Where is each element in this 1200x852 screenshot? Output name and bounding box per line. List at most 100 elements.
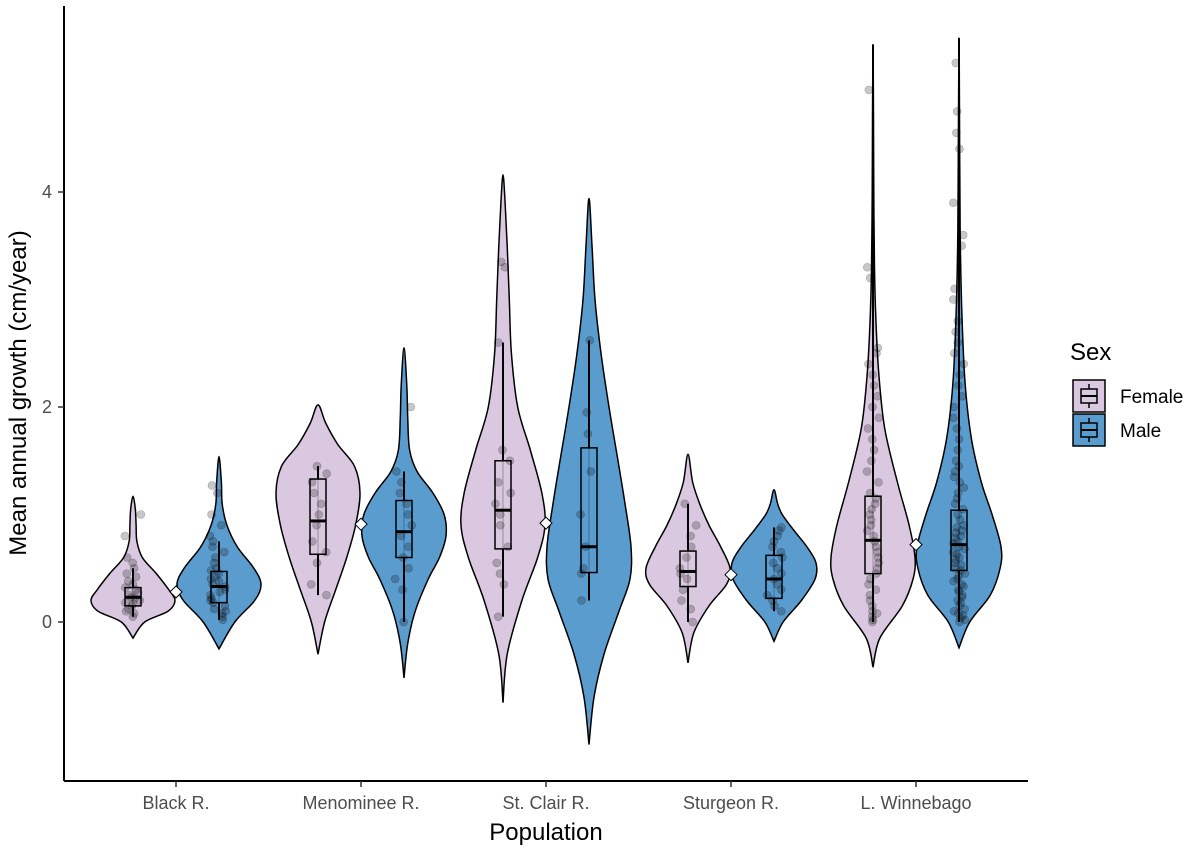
data-point bbox=[675, 563, 685, 573]
data-point bbox=[954, 461, 964, 471]
data-point bbox=[960, 544, 969, 554]
data-point bbox=[776, 585, 786, 595]
data-point bbox=[206, 566, 216, 575]
data-point bbox=[957, 580, 966, 589]
data-point bbox=[874, 413, 884, 423]
x-tick-label: Menominee R. bbox=[302, 793, 419, 813]
data-point bbox=[873, 547, 882, 557]
data-point bbox=[955, 617, 964, 627]
data-point bbox=[865, 596, 875, 605]
data-point bbox=[496, 520, 505, 530]
data-point bbox=[121, 598, 130, 607]
data-point bbox=[949, 413, 958, 423]
data-point bbox=[402, 499, 411, 509]
data-point bbox=[867, 612, 877, 621]
data-point bbox=[769, 574, 779, 584]
data-point bbox=[864, 85, 874, 95]
data-point bbox=[206, 596, 215, 605]
data-point bbox=[128, 599, 138, 609]
data-point bbox=[220, 582, 230, 591]
data-point bbox=[129, 563, 139, 573]
data-point bbox=[136, 510, 146, 519]
data-point bbox=[579, 563, 588, 573]
data-point bbox=[956, 598, 966, 607]
data-point bbox=[121, 606, 131, 616]
data-point bbox=[495, 569, 505, 578]
data-point bbox=[959, 359, 969, 369]
data-point bbox=[131, 585, 141, 595]
data-point bbox=[122, 569, 132, 578]
data-point bbox=[778, 553, 787, 562]
legend-label-male: Male bbox=[1120, 421, 1161, 442]
data-point bbox=[953, 338, 963, 347]
data-point bbox=[492, 558, 502, 568]
data-point bbox=[863, 424, 873, 433]
data-point bbox=[951, 327, 960, 337]
data-point bbox=[954, 542, 964, 552]
box-l-winnebago-male bbox=[950, 509, 968, 572]
data-point bbox=[865, 590, 875, 600]
data-point bbox=[870, 537, 879, 546]
data-point bbox=[953, 537, 962, 546]
data-point bbox=[122, 553, 132, 562]
violin-group-st-clair-r-female bbox=[460, 174, 546, 703]
data-point bbox=[135, 596, 145, 605]
data-point bbox=[215, 587, 224, 597]
data-point bbox=[950, 467, 960, 476]
box-sturgeon-r-male bbox=[765, 554, 783, 600]
legend-entries: Female Male bbox=[1072, 379, 1183, 447]
mean-marker-l-winnebago bbox=[909, 537, 923, 552]
points-menominee-r-male bbox=[390, 402, 417, 627]
data-point bbox=[214, 569, 224, 578]
data-point bbox=[682, 574, 692, 584]
data-point bbox=[406, 402, 416, 412]
data-point bbox=[953, 574, 962, 584]
data-point bbox=[952, 128, 961, 138]
data-point bbox=[951, 555, 960, 564]
data-point bbox=[950, 499, 960, 509]
data-point bbox=[871, 585, 881, 595]
data-point bbox=[133, 588, 143, 598]
data-point bbox=[207, 594, 216, 603]
data-point bbox=[498, 445, 507, 455]
y-tick-label: 0 bbox=[42, 612, 52, 632]
data-point bbox=[207, 481, 217, 490]
x-ticks: Black R. Menominee R. St. Clair R. Sturgeon… bbox=[142, 781, 972, 813]
data-point bbox=[953, 316, 962, 326]
points-black-r-male bbox=[205, 481, 230, 625]
data-point bbox=[499, 580, 509, 589]
data-point bbox=[688, 617, 697, 627]
data-point bbox=[768, 558, 778, 568]
data-point bbox=[873, 391, 882, 401]
data-point bbox=[954, 585, 963, 595]
data-point bbox=[128, 612, 138, 621]
data-point bbox=[678, 585, 688, 595]
data-point bbox=[582, 408, 592, 417]
violin-group-sturgeon-r-female bbox=[644, 453, 732, 663]
data-point bbox=[869, 531, 878, 541]
data-point bbox=[220, 601, 230, 611]
data-point bbox=[954, 587, 964, 597]
data-point bbox=[403, 510, 413, 519]
data-point bbox=[865, 574, 875, 584]
data-point bbox=[762, 590, 772, 600]
data-point bbox=[124, 604, 133, 614]
data-point bbox=[960, 604, 969, 614]
data-point bbox=[308, 537, 317, 546]
y-tick-label: 4 bbox=[42, 182, 52, 202]
data-point bbox=[953, 609, 963, 618]
data-point bbox=[871, 542, 881, 552]
data-point bbox=[312, 558, 322, 568]
data-point bbox=[403, 542, 413, 552]
data-point bbox=[206, 590, 215, 600]
data-point bbox=[957, 241, 967, 251]
data-point bbox=[949, 539, 958, 548]
y-axis-title: Mean annual growth (cm/year) bbox=[5, 230, 32, 555]
data-point bbox=[493, 477, 503, 487]
legend-title: Sex bbox=[1070, 339, 1111, 366]
data-point bbox=[953, 488, 963, 498]
data-point bbox=[958, 230, 968, 240]
legend: Sex Female Male bbox=[1070, 339, 1183, 447]
data-point bbox=[954, 381, 963, 390]
